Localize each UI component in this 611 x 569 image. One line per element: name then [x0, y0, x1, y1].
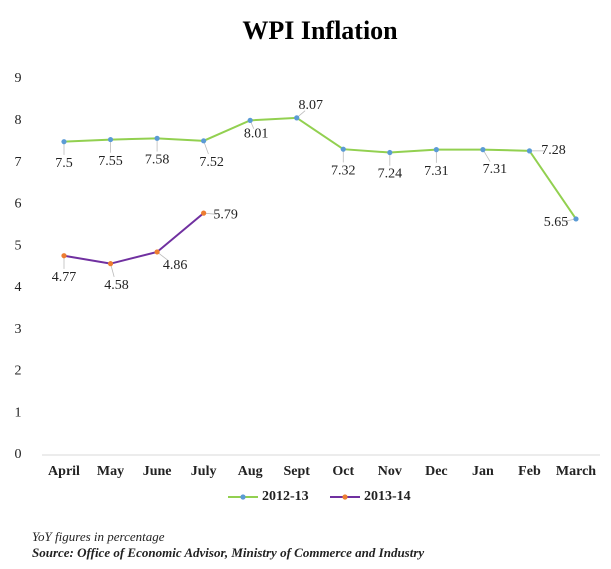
legend-label: 2013-14 — [364, 489, 411, 504]
note: YoY figures in percentage — [32, 529, 165, 544]
data-label: 5.65 — [544, 215, 569, 230]
x-tick-label: April — [48, 464, 80, 479]
data-label: 7.32 — [331, 163, 356, 178]
data-label: 7.52 — [199, 155, 224, 170]
point — [201, 138, 207, 144]
y-tick-label: 4 — [15, 280, 22, 295]
x-tick-label: Jan — [472, 464, 494, 479]
y-tick-label: 9 — [15, 71, 22, 86]
y-tick-label: 8 — [15, 113, 22, 128]
y-tick-label: 6 — [15, 197, 22, 212]
point — [387, 149, 393, 156]
data-label: 7.31 — [424, 164, 449, 179]
point — [154, 249, 160, 255]
legend-label: 2012-13 — [262, 489, 309, 504]
x-tick-label: Oct — [332, 464, 354, 479]
point — [340, 146, 346, 152]
x-tick-label: Sept — [284, 464, 311, 479]
y-tick-label: 3 — [15, 322, 22, 337]
x-tick-label: July — [191, 464, 217, 479]
data-label: 7.58 — [145, 153, 170, 168]
x-tick-label: Nov — [378, 464, 402, 479]
data-label: 7.24 — [378, 167, 403, 182]
x-tick-label: June — [143, 464, 172, 479]
series-line — [63, 212, 205, 265]
data-label: 7.28 — [541, 143, 566, 158]
data-label: 7.31 — [483, 162, 508, 177]
series-line — [63, 116, 577, 220]
y-tick-label: 2 — [15, 364, 22, 379]
y-tick-label: 0 — [15, 447, 22, 462]
data-label: 4.58 — [104, 278, 129, 293]
point — [247, 117, 253, 123]
data-label: 7.5 — [55, 156, 73, 171]
source: Source: Office of Economic Advisor, Mini… — [32, 545, 424, 560]
x-tick-label: Feb — [518, 464, 541, 479]
data-label: 8.07 — [298, 98, 323, 113]
point — [480, 147, 486, 153]
x-tick-label: Aug — [238, 464, 263, 479]
data-label: 7.55 — [98, 154, 123, 169]
x-tick-label: March — [556, 464, 596, 479]
data-label: 4.77 — [52, 270, 77, 285]
point — [61, 253, 67, 259]
point — [526, 148, 533, 154]
point — [107, 136, 114, 143]
data-label: 5.79 — [213, 207, 238, 222]
point — [61, 139, 67, 145]
y-tick-label: 7 — [15, 155, 22, 170]
y-tick-label: 1 — [15, 405, 22, 420]
legend-marker — [240, 494, 246, 500]
chart-title: WPI Inflation — [242, 16, 398, 45]
point — [294, 115, 300, 121]
data-label: 4.86 — [163, 258, 188, 273]
point — [201, 210, 207, 216]
data-label: 8.01 — [244, 127, 269, 142]
point — [154, 135, 160, 141]
point — [573, 216, 579, 222]
legend-marker — [342, 494, 348, 500]
y-tick-label: 5 — [15, 238, 22, 253]
x-tick-label: Dec — [425, 464, 448, 479]
point — [433, 147, 439, 153]
x-tick-label: May — [97, 464, 124, 479]
point — [107, 261, 114, 267]
